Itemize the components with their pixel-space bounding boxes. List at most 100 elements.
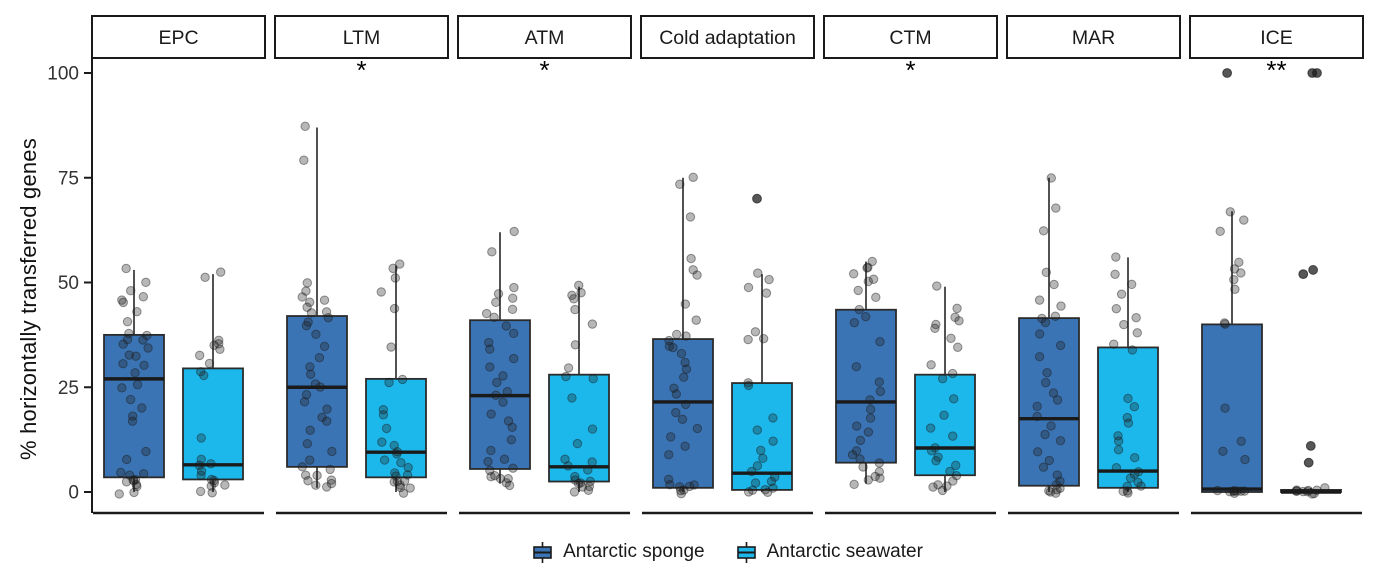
jitter-point <box>1111 462 1122 473</box>
jitter-point <box>498 371 508 381</box>
jitter-point <box>932 281 942 291</box>
jitter-point <box>376 287 386 297</box>
jitter-point <box>1302 486 1313 497</box>
jitter-point <box>486 409 496 419</box>
jitter-point <box>483 456 493 467</box>
legend-boxplot-swatch <box>736 541 756 563</box>
jitter-point <box>306 308 317 318</box>
jitter-point <box>1042 367 1052 378</box>
boxplot-box-seawater <box>182 367 244 481</box>
jitter-point <box>1123 393 1133 404</box>
jitter-point <box>204 358 215 369</box>
jitter-point <box>486 472 496 482</box>
jitter-point <box>692 270 702 280</box>
jitter-point <box>194 460 205 471</box>
jitter-point <box>688 265 698 275</box>
jitter-point <box>213 339 224 349</box>
jitter-point <box>865 404 876 415</box>
jitter-point <box>131 351 141 361</box>
jitter-point <box>1116 289 1127 299</box>
outlier-point <box>1308 265 1319 275</box>
jitter-point <box>572 438 583 449</box>
jitter-point <box>675 179 685 189</box>
jitter-point <box>951 470 962 481</box>
legend: Antarctic sponge Antarctic seawater <box>28 536 1398 568</box>
jitter-point <box>196 470 206 481</box>
jitter-point <box>1034 352 1045 362</box>
jitter-point <box>1032 401 1042 412</box>
facet-strip-label: CTM <box>889 27 931 49</box>
jitter-point <box>1132 328 1142 338</box>
jitter-point <box>492 377 502 388</box>
jitter-point <box>495 473 506 484</box>
jitter-point <box>953 342 963 352</box>
jitter-point <box>680 357 690 368</box>
jitter-point <box>1218 446 1228 456</box>
jitter-point <box>1055 476 1065 486</box>
jitter-point <box>487 247 497 257</box>
jitter-point <box>310 379 321 389</box>
jitter-point <box>874 377 885 387</box>
jitter-point <box>395 482 406 493</box>
legend-boxplot-swatch <box>533 541 552 563</box>
jitter-point <box>952 303 962 314</box>
jitter-point <box>321 307 332 317</box>
outlier-point <box>1303 457 1314 468</box>
jitter-point <box>664 341 675 352</box>
jitter-point <box>768 483 778 493</box>
jitter-point <box>141 446 151 457</box>
jitter-point <box>569 487 580 497</box>
jitter-point <box>1045 487 1056 497</box>
jitter-point <box>1046 421 1056 431</box>
jitter-point <box>1212 485 1223 496</box>
jitter-point <box>679 485 689 495</box>
jitter-point <box>874 458 885 468</box>
jitter-point <box>1111 252 1121 262</box>
jitter-point <box>686 253 696 264</box>
jitter-point <box>863 427 874 437</box>
jitter-point <box>405 483 415 493</box>
jitter-point <box>1035 329 1045 339</box>
jitter-point <box>398 488 409 498</box>
jitter-point <box>939 410 949 420</box>
jitter-point <box>118 297 128 308</box>
jitter-point <box>508 293 518 303</box>
jitter-point <box>299 155 309 165</box>
jitter-point <box>317 412 327 423</box>
jitter-point <box>583 465 593 475</box>
facet-strip <box>640 15 815 59</box>
jitter-point <box>503 416 514 426</box>
jitter-point <box>1133 477 1143 488</box>
boxplot-box-seawater <box>548 373 610 483</box>
jitter-point <box>1044 455 1055 466</box>
jitter-point <box>117 295 127 305</box>
y-tick-label: 100 <box>47 64 79 85</box>
jitter-point <box>870 471 880 482</box>
jitter-point <box>862 263 872 273</box>
jitter-point <box>585 476 595 487</box>
jitter-point <box>691 315 701 325</box>
jitter-point <box>485 344 495 354</box>
jitter-point <box>561 371 571 382</box>
boxplot-box-sponge <box>835 308 897 464</box>
jitter-point <box>117 383 127 393</box>
jitter-point <box>132 481 142 492</box>
jitter-point <box>143 343 153 353</box>
jitter-point <box>302 278 313 288</box>
jitter-point <box>766 476 777 487</box>
jitter-point <box>502 387 512 397</box>
jitter-point <box>391 471 401 481</box>
jitter-point <box>758 333 769 344</box>
jitter-point <box>399 476 410 486</box>
jitter-point <box>948 431 958 441</box>
jitter-point <box>384 377 394 388</box>
jitter-point <box>378 410 389 420</box>
jitter-point <box>1236 486 1246 496</box>
jitter-point <box>130 474 141 485</box>
jitter-point <box>122 316 133 327</box>
jitter-point <box>1040 317 1051 328</box>
jitter-point <box>301 390 312 400</box>
jitter-point <box>563 461 573 471</box>
facet-strip-label: ICE <box>1260 27 1293 49</box>
jitter-point <box>560 454 570 464</box>
